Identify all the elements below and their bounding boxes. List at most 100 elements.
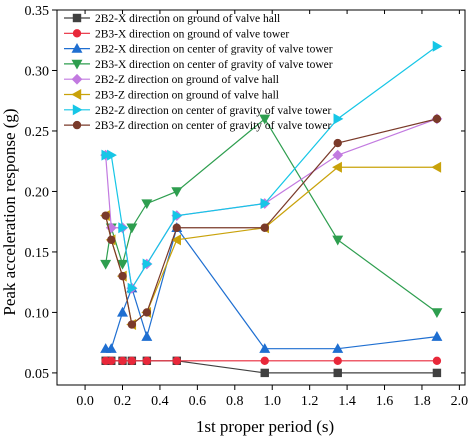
axes: 0.0 0.2 0.4 0.6 0.8 1.0 1.2 1.4 1.6 1.8 2.0 0.05 0.1… (25, 4, 469, 409)
x-tick-label: 1.6 (376, 394, 394, 409)
data-point (118, 356, 127, 366)
x-tick-label: 0.2 (114, 394, 132, 409)
x-tick-label: 1.2 (301, 394, 319, 409)
legend-entry-1: 2B2-X direction on ground of valve hall (64, 13, 280, 25)
data-point (107, 149, 117, 161)
series-line (105, 118, 438, 290)
legend-entry-6: 2B3-Z direction on ground of valve hall (64, 89, 279, 102)
data-point (259, 114, 271, 125)
data-point (100, 259, 112, 270)
x-tick-label: 2.0 (451, 394, 469, 409)
legend-label: 2B2-Z direction on ground of valve hall (95, 74, 279, 86)
legend: 2B2-X direction on ground of valve hall 2… (64, 13, 333, 132)
data-point (142, 258, 153, 270)
data-point (260, 223, 269, 232)
series-layer (100, 40, 443, 378)
data-point (432, 368, 442, 378)
series-2 (101, 356, 442, 366)
x-tick-label: 0.6 (189, 394, 207, 409)
legend-marker (71, 89, 82, 100)
series-4 (100, 114, 443, 319)
data-point (172, 223, 181, 232)
y-tick-label: 0.35 (25, 4, 50, 19)
series-line (105, 166, 437, 326)
data-point (333, 356, 342, 366)
data-point (105, 343, 117, 353)
legend-label: 2B2-X direction on center of gravity of … (95, 44, 333, 56)
legend-marker (72, 13, 82, 23)
data-point (101, 211, 110, 220)
data-point (141, 199, 153, 210)
y-tick-label: 0.30 (25, 64, 50, 79)
data-point (432, 40, 443, 52)
data-point (432, 356, 442, 366)
series-8 (101, 114, 442, 329)
data-point (107, 235, 116, 245)
x-tick-label: 0.4 (151, 394, 169, 409)
series-3 (100, 222, 443, 353)
legend-label: 2B3-X direction on center of gravity of … (95, 59, 333, 71)
data-point (332, 235, 344, 246)
data-point (171, 234, 181, 246)
series-5 (100, 113, 443, 294)
legend-label: 2B3-Z direction on center of gravity of … (95, 120, 331, 132)
data-point (259, 343, 271, 353)
series-6 (100, 161, 442, 330)
data-point (142, 308, 152, 317)
data-point (431, 330, 443, 341)
data-point (118, 271, 127, 281)
y-tick-label: 0.25 (25, 125, 50, 140)
y-tick-label: 0.10 (25, 306, 50, 321)
legend-entry-5: 2B2-Z direction on ground of valve hall (64, 73, 279, 86)
data-point (172, 356, 181, 366)
series-7 (101, 40, 443, 294)
data-point (431, 161, 442, 173)
y-tick-label: 0.05 (25, 367, 50, 382)
data-point (332, 149, 344, 161)
data-point (260, 368, 269, 378)
x-tick-label: 1.8 (413, 394, 431, 409)
y-axis-label: Peak acceleration response (g) (0, 108, 19, 315)
data-point (432, 114, 442, 124)
legend-entry-8: 2B3-Z direction on center of gravity of … (64, 120, 331, 132)
data-point (127, 282, 138, 294)
legend-entry-4: 2B3-X direction on center of gravity of … (64, 59, 333, 71)
x-tick-label: 1.4 (338, 394, 356, 409)
legend-marker (72, 104, 83, 116)
data-point (127, 356, 137, 366)
data-point (107, 356, 116, 366)
legend-label: 2B3-Z direction on ground of valve hall (95, 90, 279, 102)
data-point (431, 308, 443, 319)
y-tick-label: 0.20 (25, 185, 50, 200)
legend-entry-2: 2B3-X direction on ground of valve tower (64, 28, 289, 40)
legend-marker (71, 59, 83, 70)
legend-marker (72, 120, 82, 130)
x-tick-label: 1.0 (263, 394, 281, 409)
data-point (118, 222, 129, 234)
x-tick-label: 0.8 (226, 394, 244, 409)
data-point (142, 356, 152, 366)
data-point (332, 161, 342, 173)
data-point (117, 306, 128, 317)
data-point (126, 223, 138, 234)
y-tick-label: 0.15 (25, 246, 50, 261)
data-point (172, 210, 183, 222)
plot-frame (56, 9, 466, 386)
data-point (332, 343, 344, 353)
legend-label: 2B3-X direction on ground of valve tower (95, 28, 289, 40)
data-point (333, 113, 344, 125)
data-point (117, 259, 128, 270)
legend-entry-7: 2B2-Z direction on center of gravity of … (64, 104, 331, 117)
legend-marker (71, 73, 83, 85)
data-point (333, 368, 342, 378)
data-point (127, 320, 137, 329)
legend-label: 2B2-Z direction on center of gravity of … (95, 105, 331, 117)
data-point (141, 330, 153, 341)
legend-label: 2B2-X direction on ground of valve hall (95, 13, 280, 25)
data-point (260, 198, 271, 210)
data-point (101, 149, 112, 161)
data-point (333, 138, 342, 148)
data-point (260, 356, 269, 366)
legend-marker (72, 29, 82, 38)
